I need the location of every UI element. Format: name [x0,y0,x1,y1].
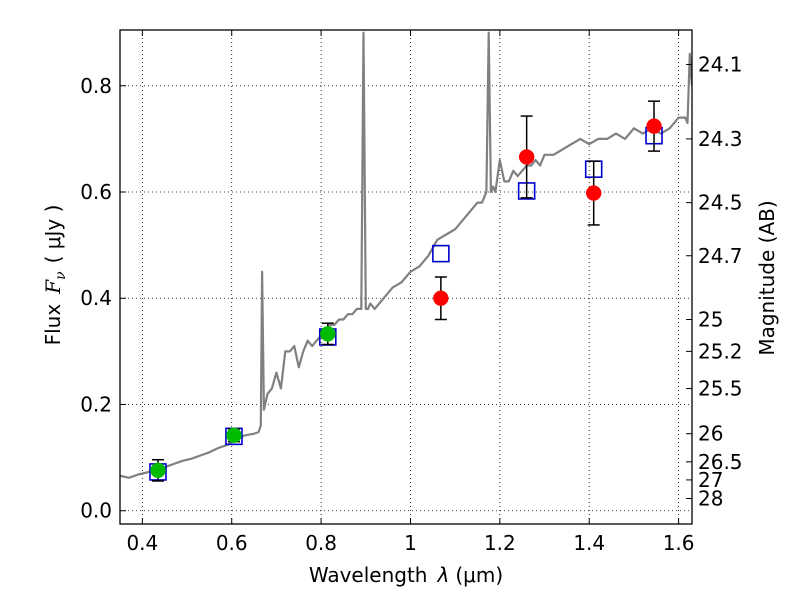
observed-flux-point [226,427,242,444]
observed-flux-point [150,462,166,479]
y-tick-label: 0.6 [80,180,112,204]
y2-tick-label: 26.5 [698,450,743,474]
y-tick-label: 0.4 [80,286,112,310]
x-tick-label: 0.6 [216,531,248,555]
y-axis-label: FluxFν( μJy ) [41,205,69,346]
y2-tick-label: 28 [698,487,723,511]
y2-tick-label: 25 [698,307,723,331]
y-tick-label: 0.8 [80,74,112,98]
x-tick-label: 1.2 [484,531,516,555]
x-tick-label: 1.6 [663,531,695,555]
observed-flux-point [433,290,449,306]
y-tick-label: 0.2 [80,392,112,416]
y2-tick-label: 27 [698,468,723,492]
y2-tick-label: 25.5 [698,377,743,401]
x-axis-label: Wavelength λ (μm) [309,563,503,587]
y2-tick-label: 24.5 [698,191,743,215]
model-photometry-point [432,244,450,263]
x-tick-label: 1.4 [573,531,605,555]
ticks: 0.4 0.6 0.8 1 1.2 1.4 1.6 0.0 0.2 0.4 0.6 0.8 24.1 24… [80,30,743,555]
x-tick-label: 0.4 [126,531,158,555]
x-tick-label: 0.8 [305,531,337,555]
y2-tick-label: 24.3 [698,127,743,151]
y2-tick-label: 24.1 [698,53,743,77]
observed-flux-point [585,185,602,201]
y2-tick-label: 25.2 [698,339,743,363]
observed-flux-point [320,326,336,342]
y2-tick-label: 26 [698,422,723,446]
secondary-y-axis-label: Magnitude (AB) [755,200,779,355]
spectrum-line [120,31,692,479]
observed-flux-point [646,118,662,134]
x-tick-label: 1 [404,531,417,555]
series-layer [120,31,692,482]
y2-tick-label: 24.7 [698,244,743,268]
plot-frame [119,29,693,525]
y-tick-label: 0.0 [80,499,112,523]
observed-flux-point [518,149,535,165]
